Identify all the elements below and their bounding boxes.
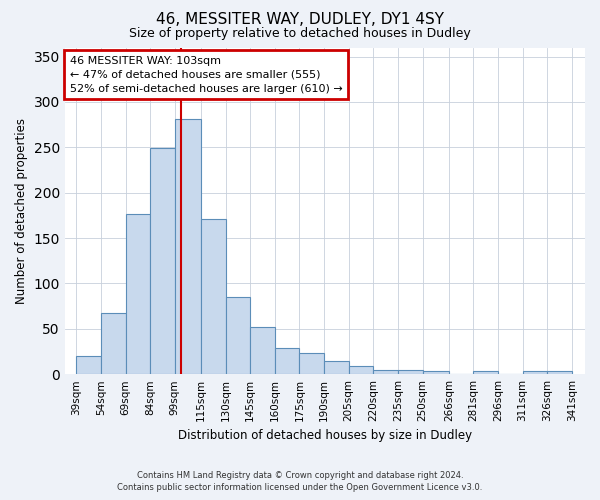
Bar <box>299 354 324 374</box>
Text: 46 MESSITER WAY: 103sqm
← 47% of detached houses are smaller (555)
52% of semi-d: 46 MESSITER WAY: 103sqm ← 47% of detache… <box>70 56 343 94</box>
Y-axis label: Number of detached properties: Number of detached properties <box>15 118 28 304</box>
Text: Size of property relative to detached houses in Dudley: Size of property relative to detached ho… <box>129 28 471 40</box>
Bar <box>422 370 449 374</box>
Bar <box>398 370 422 374</box>
Bar <box>275 348 299 374</box>
Bar <box>523 372 547 374</box>
Bar <box>349 366 373 374</box>
X-axis label: Distribution of detached houses by size in Dudley: Distribution of detached houses by size … <box>178 430 472 442</box>
Bar <box>76 356 101 374</box>
Bar <box>201 219 226 374</box>
Bar <box>373 370 398 374</box>
Text: Contains HM Land Registry data © Crown copyright and database right 2024.
Contai: Contains HM Land Registry data © Crown c… <box>118 471 482 492</box>
Bar <box>547 372 572 374</box>
Bar <box>101 314 125 374</box>
Text: 46, MESSITER WAY, DUDLEY, DY1 4SY: 46, MESSITER WAY, DUDLEY, DY1 4SY <box>156 12 444 28</box>
Bar <box>324 360 349 374</box>
Bar <box>150 148 175 374</box>
Bar <box>175 119 201 374</box>
Bar <box>226 297 250 374</box>
Bar <box>473 370 498 374</box>
Bar <box>125 214 150 374</box>
Bar <box>250 327 275 374</box>
